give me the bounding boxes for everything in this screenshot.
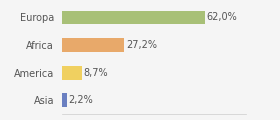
Text: 8,7%: 8,7% (83, 68, 108, 78)
Bar (62, 93, 67, 107)
Text: 2,2%: 2,2% (69, 95, 93, 105)
Bar (62, 11, 205, 24)
Text: 27,2%: 27,2% (126, 40, 157, 50)
Text: 62,0%: 62,0% (207, 12, 237, 22)
Bar (62, 66, 82, 79)
Bar (62, 38, 124, 52)
